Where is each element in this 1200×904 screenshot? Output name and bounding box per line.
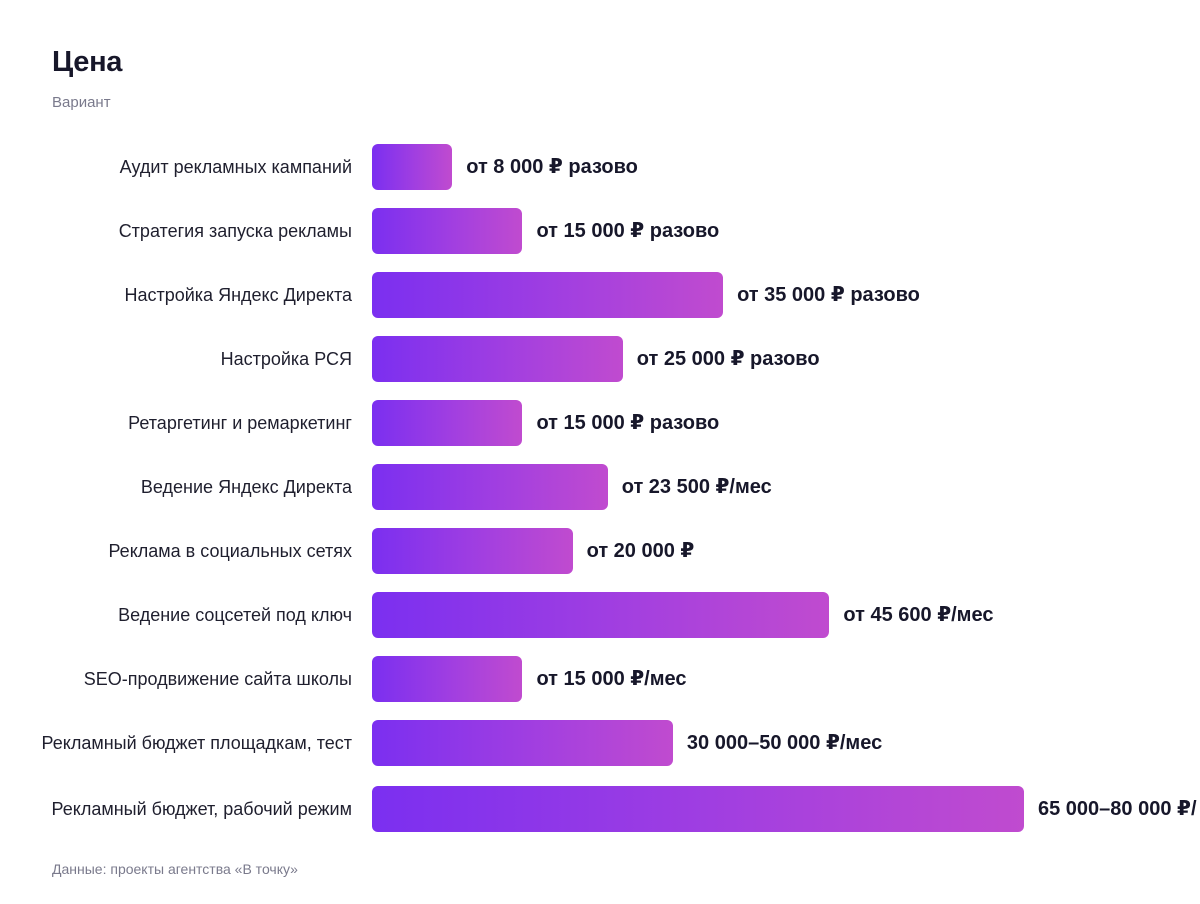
bar [372, 336, 623, 382]
category-label: Ведение Яндекс Директа [140, 477, 352, 497]
bar [372, 528, 573, 574]
value-label: 30 000–50 000 ₽/мес [686, 732, 883, 754]
chart-subtitle: Вариант [52, 94, 111, 111]
bar [372, 272, 724, 318]
category-label: Реклама в социальных сетях [108, 541, 352, 561]
data-source-note: Данные: проекты агентства «В точку» [52, 861, 298, 877]
value-label: 65 000–80 000 ₽/ [1038, 798, 1197, 820]
value-label: от 35 000 ₽ разово [737, 284, 920, 306]
chart-title: Цена [52, 46, 123, 78]
bar [372, 592, 830, 638]
category-label: Аудит рекламных кампаний [119, 157, 352, 177]
value-label: от 25 000 ₽ разово [636, 348, 820, 370]
category-label: Настройка Яндекс Директа [124, 285, 352, 305]
bar [372, 786, 1024, 832]
category-label: SEO-продвижение сайта школы [83, 669, 352, 689]
value-label: от 15 000 ₽ разово [536, 220, 720, 242]
category-label: Ретаргетинг и ремаркетинг [128, 413, 352, 433]
bar [372, 464, 608, 510]
bar [372, 400, 523, 446]
category-label: Настройка РСЯ [220, 349, 352, 369]
category-label: Ведение соцсетей под ключ [118, 605, 352, 625]
bar [372, 656, 523, 702]
category-label: Рекламный бюджет, рабочий режим [51, 799, 352, 819]
value-label: от 15 000 ₽ разово [536, 412, 720, 434]
value-label: от 8 000 ₽ разово [466, 156, 638, 178]
bar [372, 144, 453, 190]
value-label: от 20 000 ₽ [586, 540, 695, 562]
bar [372, 720, 673, 766]
value-label: от 23 500 ₽/мес [621, 476, 772, 498]
category-label: Стратегия запуска рекламы [118, 221, 352, 241]
category-label: Рекламный бюджет площадкам, тест [41, 733, 352, 753]
value-label: от 15 000 ₽/мес [536, 668, 687, 690]
value-label: от 45 600 ₽/мес [843, 604, 994, 626]
bar [372, 208, 523, 254]
